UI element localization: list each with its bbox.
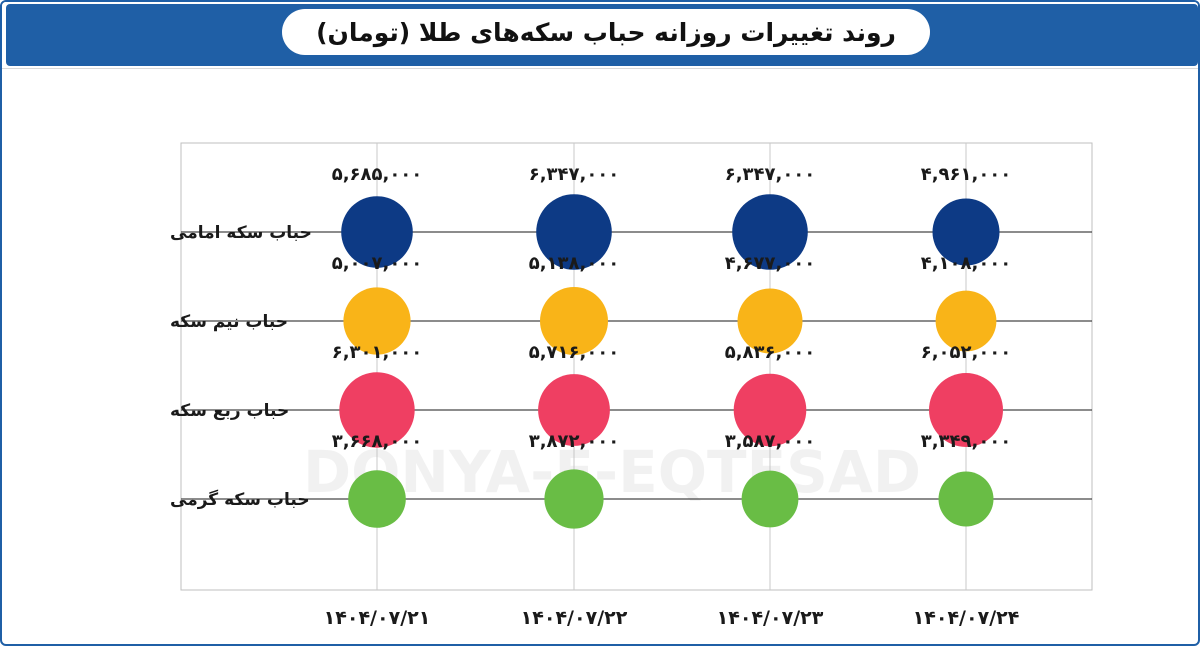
bubble [932,198,1000,266]
data-label: ۵,۸۳۶,۰۰۰ [725,342,816,363]
data-label: ۴,۱۰۸,۰۰۰ [921,253,1012,274]
data-label: ۵,۶۸۵,۰۰۰ [332,164,423,185]
title-bar: روند تغییرات روزانه حباب سکه‌های طلا (تو… [6,4,1198,66]
data-label: ۵,۷۱۶,۰۰۰ [529,342,620,363]
chart-marks: حباب سکه امامی حباب نیم سکه حباب ربع سکه حب… [170,164,1019,629]
plot-border [180,142,1093,591]
watermark-text: DONYA-E-EQTESAD [303,438,921,506]
bubble [544,469,604,529]
category-label: حباب ربع سکه [170,401,289,421]
data-label: ۵,۱۳۸,۰۰۰ [529,253,620,274]
data-label: ۴,۶۷۷,۰۰۰ [725,253,816,274]
bubble [538,374,610,446]
bubble [348,470,406,528]
category-label: حباب سکه امامی [170,223,312,243]
data-label: ۶,۳۰۱,۰۰۰ [332,342,423,363]
bubble [341,196,413,268]
category-label: حباب نیم سکه [170,312,288,332]
category-label: حباب سکه گرمی [170,489,310,510]
bubble [536,194,612,270]
title-box: روند تغییرات روزانه حباب سکه‌های طلا (تو… [282,9,930,55]
x-tick-label: ۱۴۰۴/۰۷/۲۳ [717,607,824,629]
bubble [343,287,411,355]
x-tick-label: ۱۴۰۴/۰۷/۲۴ [913,607,1020,629]
bubble [339,372,415,448]
bubble [732,194,808,270]
header: روند تغییرات روزانه حباب سکه‌های طلا (تو… [2,2,1198,69]
data-label: ۳,۶۶۸,۰۰۰ [332,431,423,452]
bubble [540,287,608,355]
bubble [737,288,803,354]
data-label: ۶,۰۵۲,۰۰۰ [921,342,1012,363]
bubble [733,373,807,447]
data-label: ۴,۹۶۱,۰۰۰ [921,164,1012,185]
x-tick-label: ۱۴۰۴/۰۷/۲۱ [324,607,431,629]
data-label: ۳,۵۸۷,۰۰۰ [725,431,816,452]
chart-title: روند تغییرات روزانه حباب سکه‌های طلا (تو… [316,17,896,47]
data-label: ۵,۰۰۷,۰۰۰ [332,253,423,274]
bubble [929,373,1003,447]
bubble [935,290,997,352]
data-label: ۳,۸۷۲,۰۰۰ [529,431,620,452]
data-label: ۳,۳۴۹,۰۰۰ [921,431,1012,452]
bubble [938,471,994,527]
bubble [741,470,799,528]
x-tick-label: ۱۴۰۴/۰۷/۲۲ [521,607,628,629]
data-label: ۶,۳۴۷,۰۰۰ [725,164,816,185]
data-label: ۶,۳۴۷,۰۰۰ [529,164,620,185]
